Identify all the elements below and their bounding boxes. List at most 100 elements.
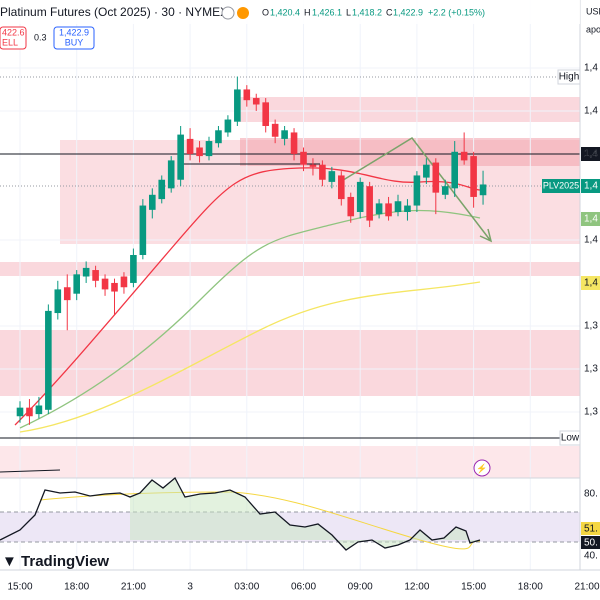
high-marker: High bbox=[559, 72, 580, 83]
candle-body bbox=[394, 201, 402, 212]
low-marker-box bbox=[559, 430, 581, 446]
candle-body bbox=[73, 274, 80, 294]
candle-body bbox=[82, 267, 90, 277]
ma-red bbox=[14, 167, 481, 426]
currency: USD bbox=[586, 6, 600, 16]
low-marker: Low bbox=[561, 433, 580, 444]
icon[interactable] bbox=[237, 7, 249, 19]
buy-label: BUY bbox=[65, 37, 84, 47]
price-box bbox=[581, 147, 600, 161]
price-box-label: 1,4 bbox=[584, 214, 598, 225]
x-tick-label: 18:00 bbox=[64, 582, 89, 593]
candle-body bbox=[35, 405, 43, 415]
candle-body bbox=[328, 171, 336, 182]
y-tick-label: 1,4 bbox=[584, 235, 598, 246]
sell-price: 422.6 bbox=[2, 27, 25, 37]
y-axis: 1,4 1,4 1,4 1,4 1,3 1,3 1,3 bbox=[584, 63, 598, 418]
symbol-title: Platinum Futures (Oct 2025) · 30 · NYMEX bbox=[0, 5, 228, 19]
candle-body bbox=[375, 203, 383, 215]
sell-label: ELL bbox=[2, 37, 18, 47]
x-tick-label: 12:00 bbox=[404, 582, 429, 593]
candle-body bbox=[54, 289, 62, 314]
zone bbox=[0, 446, 580, 478]
symbol-marker-box bbox=[542, 179, 580, 193]
candle-body bbox=[120, 276, 128, 288]
zones bbox=[0, 97, 580, 478]
candle-body bbox=[441, 186, 449, 195]
candle-body bbox=[215, 130, 222, 144]
candle-body bbox=[470, 156, 477, 197]
candle-body bbox=[252, 98, 260, 105]
header-bg bbox=[0, 0, 580, 24]
candle-body bbox=[451, 151, 458, 189]
c-value: 1,422.9 bbox=[393, 7, 423, 17]
c-label: C bbox=[386, 7, 393, 17]
candle-body bbox=[111, 282, 118, 292]
rsi-box bbox=[581, 522, 600, 535]
candle-body bbox=[366, 186, 373, 221]
candle-body bbox=[224, 119, 232, 133]
x-tick-label: 3 bbox=[187, 582, 193, 593]
candle-body bbox=[167, 160, 175, 189]
candle-body bbox=[271, 123, 279, 137]
y-tick-label: 1,4 bbox=[584, 149, 598, 160]
buy-button[interactable] bbox=[53, 26, 95, 50]
price-axis bbox=[580, 0, 600, 600]
candle-body bbox=[290, 132, 298, 154]
icon[interactable] bbox=[221, 6, 235, 20]
l-label: L bbox=[346, 7, 351, 17]
zone bbox=[0, 262, 580, 276]
candle-body bbox=[45, 310, 52, 410]
x-tick-label: 15:00 bbox=[461, 582, 486, 593]
candle-body bbox=[300, 151, 307, 165]
arrow-drawing bbox=[339, 137, 493, 243]
price-box bbox=[581, 212, 600, 226]
candles bbox=[16, 76, 487, 425]
logo-text: TradingView bbox=[21, 553, 109, 570]
high-marker-box bbox=[557, 69, 581, 85]
o-value: 1,420.4 bbox=[270, 7, 300, 17]
candle-body bbox=[262, 102, 269, 126]
price-box-label: 1,4 bbox=[584, 181, 598, 192]
rsi-fill bbox=[130, 478, 480, 550]
candle-body bbox=[243, 89, 251, 101]
zone bbox=[240, 97, 580, 122]
rsi-label: 40. bbox=[584, 551, 598, 562]
h-label: H bbox=[304, 7, 311, 17]
y-tick-label: 1,4 bbox=[584, 106, 598, 117]
candle-body bbox=[338, 175, 345, 200]
x-tick-label: 18:00 bbox=[518, 582, 543, 593]
price-box-label: 1,4 bbox=[584, 278, 598, 289]
candle-body bbox=[186, 138, 194, 154]
candle-body bbox=[281, 130, 288, 139]
rsi-label: 80. bbox=[584, 489, 598, 500]
sell-button[interactable] bbox=[0, 26, 27, 50]
grid bbox=[0, 0, 588, 570]
ma-yellow bbox=[19, 281, 481, 433]
candle-body bbox=[177, 134, 184, 180]
candle-body bbox=[101, 278, 109, 290]
zone bbox=[0, 330, 580, 396]
price-box-label: 1,4 bbox=[584, 149, 598, 160]
candle-body bbox=[413, 175, 421, 206]
change: +2.2 (+0.15%) bbox=[428, 7, 485, 17]
x-tick-label: 21:00 bbox=[121, 582, 146, 593]
x-tick-label: 09:00 bbox=[348, 582, 373, 593]
ohlc: O 1,420.4 H 1,426.1 L 1,418.2 C 1,422.9 … bbox=[262, 7, 485, 17]
candle-body bbox=[319, 164, 326, 180]
candle-body bbox=[385, 203, 392, 217]
event-icon[interactable] bbox=[473, 459, 491, 477]
candle-body bbox=[26, 407, 33, 417]
candle-body bbox=[404, 205, 411, 212]
h-value: 1,426.1 bbox=[312, 7, 342, 17]
candle-body bbox=[205, 141, 213, 157]
price-box bbox=[581, 276, 600, 290]
candle-body bbox=[149, 194, 156, 210]
buy-price: 1,422.9 bbox=[59, 27, 89, 37]
candle-body bbox=[63, 287, 71, 301]
trend-line bbox=[0, 469, 61, 473]
candle-body bbox=[158, 179, 166, 200]
y-tick-label: 1,4 bbox=[584, 63, 598, 74]
o-label: O bbox=[262, 7, 269, 17]
